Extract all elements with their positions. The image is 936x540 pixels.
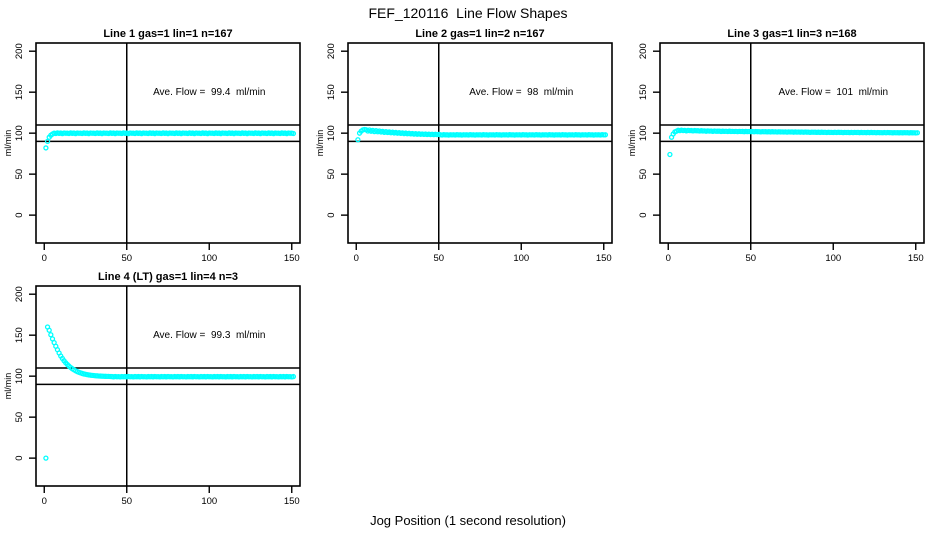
x-tick-label: 150 <box>284 496 300 507</box>
y-axis-title: ml/min <box>3 373 13 400</box>
panel-title: Line 3 gas=1 lin=3 n=168 <box>727 28 856 40</box>
y-tick-label: 100 <box>14 125 25 141</box>
x-tick-label: 100 <box>201 253 217 264</box>
x-tick-label: 0 <box>42 253 47 264</box>
x-tick-label: 50 <box>433 253 444 264</box>
panel-title: Line 1 gas=1 lin=1 n=167 <box>103 28 232 40</box>
x-tick-label: 50 <box>121 253 132 264</box>
panel-line-2: Line 2 gas=1 lin=2 n=167 0 50 100 150 200 0 50 1… <box>312 25 624 267</box>
y-tick-label: 150 <box>14 84 25 100</box>
plot-box <box>35 42 301 244</box>
y-tick-label: 200 <box>14 286 25 302</box>
y-tick-label: 200 <box>14 43 25 59</box>
x-tick-label: 100 <box>513 253 529 264</box>
panel-title: Line 4 (LT) gas=1 lin=4 n=3 <box>98 271 238 283</box>
y-tick-label: 150 <box>638 84 649 100</box>
x-axis-label: Jog Position (1 second resolution) <box>370 513 566 528</box>
panel-line-3: Line 3 gas=1 lin=3 n=168 0 50 100 150 200 0 50 1… <box>624 25 936 267</box>
x-tick-label: 50 <box>745 253 756 264</box>
ave-flow-annotation: Ave. Flow = 101 ml/min <box>778 87 888 98</box>
panel-chart: Line 1 gas=1 lin=1 n=167 0 50 100 150 200 0 50 1… <box>3 28 301 264</box>
data-points <box>43 130 297 151</box>
x-tick-label: 0 <box>666 253 671 264</box>
y-tick-label: 100 <box>14 368 25 384</box>
y-tick-label: 0 <box>326 212 337 217</box>
plot-box <box>659 42 925 244</box>
panel-chart: Line 4 (LT) gas=1 lin=4 n=3 0 50 100 150 200 0… <box>3 271 301 507</box>
y-tick-label: 150 <box>326 84 337 100</box>
y-tick-label: 50 <box>638 169 649 180</box>
y-tick-label: 150 <box>14 327 25 343</box>
y-axis-title: ml/min <box>3 130 13 157</box>
data-points <box>355 126 609 143</box>
x-tick-label: 50 <box>121 496 132 507</box>
ave-flow-annotation: Ave. Flow = 99.4 ml/min <box>153 87 265 98</box>
y-axis-title: ml/min <box>627 130 637 157</box>
y-tick-label: 50 <box>326 169 337 180</box>
x-tick-label: 100 <box>825 253 841 264</box>
x-tick-label: 150 <box>908 253 924 264</box>
plot-box <box>35 285 301 487</box>
data-points <box>43 324 297 461</box>
y-tick-label: 200 <box>638 43 649 59</box>
ave-flow-annotation: Ave. Flow = 98 ml/min <box>469 87 573 98</box>
y-tick-label: 50 <box>14 169 25 180</box>
y-tick-label: 0 <box>14 455 25 460</box>
plot-box <box>347 42 613 244</box>
x-tick-label: 150 <box>596 253 612 264</box>
y-tick-label: 100 <box>326 125 337 141</box>
panel-line-1: Line 1 gas=1 lin=1 n=167 0 50 100 150 200 0 50 1… <box>0 25 312 267</box>
panel-chart: Line 2 gas=1 lin=2 n=167 0 50 100 150 200 0 50 1… <box>315 28 613 264</box>
x-tick-label: 0 <box>42 496 47 507</box>
y-tick-label: 200 <box>326 43 337 59</box>
data-points <box>667 127 921 158</box>
panel-line-4: Line 4 (LT) gas=1 lin=4 n=3 0 50 100 150 200 0… <box>0 268 312 510</box>
ave-flow-annotation: Ave. Flow = 99.3 ml/min <box>153 330 265 341</box>
y-tick-label: 50 <box>14 412 25 423</box>
x-tick-label: 150 <box>284 253 300 264</box>
panel-title: Line 2 gas=1 lin=2 n=167 <box>415 28 544 40</box>
y-tick-label: 0 <box>638 212 649 217</box>
y-tick-label: 0 <box>14 212 25 217</box>
x-tick-label: 100 <box>201 496 217 507</box>
y-axis-title: ml/min <box>315 130 325 157</box>
panel-chart: Line 3 gas=1 lin=3 n=168 0 50 100 150 200 0 50 1… <box>627 28 925 264</box>
figure-title: FEF_120116 Line Flow Shapes <box>368 5 568 21</box>
y-tick-label: 100 <box>638 125 649 141</box>
x-tick-label: 0 <box>354 253 359 264</box>
